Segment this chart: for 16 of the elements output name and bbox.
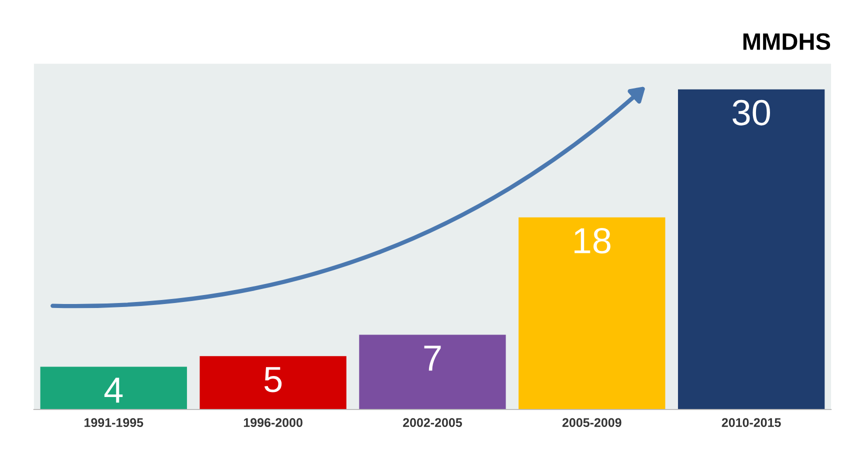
x-tick-label: 1996-2000 xyxy=(244,418,302,428)
bar xyxy=(200,356,346,410)
data-label: 30 xyxy=(732,100,770,126)
chart-title: MMDHS xyxy=(743,33,830,50)
x-tick-label: 2002-2005 xyxy=(403,418,462,428)
data-label: 7 xyxy=(424,346,441,371)
x-tick-label: 2010-2015 xyxy=(722,418,781,428)
bar xyxy=(359,334,506,410)
x-tick-label: 2005-2009 xyxy=(562,418,622,428)
data-label: 5 xyxy=(264,367,282,392)
data-label: 18 xyxy=(574,228,610,254)
x-tick-label: 1991-1995 xyxy=(84,418,144,428)
bar xyxy=(40,366,187,410)
data-label: 4 xyxy=(104,378,123,403)
bar xyxy=(678,89,825,410)
bar xyxy=(518,217,666,410)
